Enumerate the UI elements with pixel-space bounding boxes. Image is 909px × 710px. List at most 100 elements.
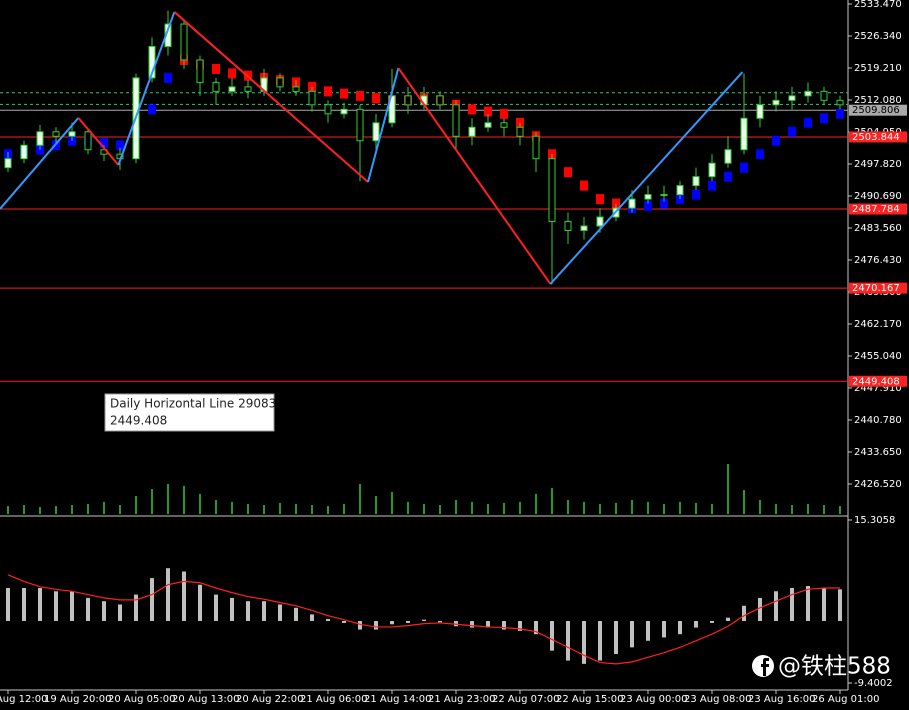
trend-block <box>580 180 588 191</box>
trend-block <box>788 126 796 137</box>
candle-body <box>404 95 412 106</box>
zigzag-segment <box>397 67 552 285</box>
zigzag-segment <box>117 11 176 166</box>
histogram-bar <box>678 620 682 635</box>
y-tick-label: 2476.430 <box>854 255 902 266</box>
candle-body <box>532 135 540 160</box>
zigzag-segment <box>173 11 369 183</box>
candle-body <box>740 117 748 151</box>
level-tag-label: 2503.844 <box>852 132 900 143</box>
histogram-bar <box>822 587 826 621</box>
histogram-bar <box>550 620 554 651</box>
trend-block <box>228 68 236 79</box>
zigzag-segment <box>77 117 120 166</box>
histogram-bar <box>838 589 842 621</box>
candle-body <box>68 131 76 137</box>
tooltip-title: Daily Horizontal Line 29083 <box>110 397 276 411</box>
histogram-bar <box>566 620 570 661</box>
candle-body <box>548 158 556 223</box>
watermark: @铁柱588 <box>752 654 891 680</box>
trend-block <box>772 135 780 146</box>
histogram-bar <box>438 620 442 623</box>
y-tick-label: 2490.690 <box>854 191 902 202</box>
y-tick-label: 2497.820 <box>854 159 902 170</box>
histogram-bar <box>294 607 298 621</box>
y-tick-label: 2447.910 <box>854 383 902 394</box>
histogram-bar <box>150 578 154 621</box>
watermark-text: @铁柱588 <box>778 654 891 680</box>
trend-block <box>500 108 508 119</box>
x-tick-label: 22 Aug 07:00 <box>492 694 559 705</box>
histogram-bar <box>406 620 410 623</box>
trend-block <box>116 140 124 151</box>
zigzag-segment <box>549 71 744 285</box>
candle-body <box>20 144 28 160</box>
level-tag <box>849 282 907 294</box>
candle-body <box>564 221 572 232</box>
trend-block <box>148 104 156 115</box>
histogram-bar <box>262 601 266 621</box>
histogram-bar <box>54 591 58 621</box>
candle-body <box>836 99 844 106</box>
candle-body <box>356 108 364 142</box>
watermark-icon-glyph <box>761 658 769 676</box>
x-tick-label: 21 Aug 06:00 <box>300 694 367 705</box>
histogram-bar <box>742 605 746 621</box>
histogram-bar <box>118 604 122 621</box>
histogram-bar <box>342 620 346 623</box>
histogram-bar <box>374 620 378 630</box>
histogram-bar <box>534 620 538 635</box>
trend-block <box>596 194 604 205</box>
candle-body <box>180 23 188 61</box>
candle-body <box>724 149 732 164</box>
x-tick-label: 23 Aug 16:00 <box>748 694 815 705</box>
candle-body <box>196 59 204 83</box>
trend-block <box>564 167 572 178</box>
histogram-bar <box>134 594 138 621</box>
candle-body <box>84 131 92 151</box>
histogram-bar <box>22 587 26 621</box>
histogram-bar <box>454 620 458 627</box>
level-tag-label: 2509.806 <box>852 105 900 116</box>
tooltip-value: 2449.408 <box>110 414 167 428</box>
y-tick-label: 2483.560 <box>854 223 902 234</box>
trend-block <box>724 171 732 182</box>
x-tick-label: 21 Aug 14:00 <box>364 694 431 705</box>
candle-body <box>372 122 380 142</box>
histogram-bar <box>230 597 234 621</box>
level-tag-label: 2470.167 <box>852 283 900 294</box>
candle-body <box>52 131 60 137</box>
y-tick-label: 2512.080 <box>854 95 902 106</box>
histogram-bar <box>326 619 330 621</box>
y-tick-label: 2426.520 <box>854 479 902 490</box>
zigzag-segment <box>367 67 400 183</box>
level-tag <box>849 203 907 215</box>
candle-body <box>580 225 588 232</box>
trend-block <box>356 90 364 101</box>
histogram-bar <box>486 620 490 628</box>
candle-body <box>692 176 700 187</box>
histogram-bar <box>518 620 522 631</box>
candle-body <box>468 126 476 137</box>
histogram-bar <box>358 620 362 630</box>
candle-body <box>324 104 332 115</box>
candle-body <box>516 126 524 137</box>
candle-body <box>676 185 684 196</box>
y-tick-label: 2433.650 <box>854 447 902 458</box>
histogram-bar <box>38 587 42 621</box>
level-tag <box>849 375 907 387</box>
candle-body <box>596 216 604 227</box>
histogram-bar <box>598 620 602 661</box>
trend-block <box>804 117 812 128</box>
histogram-bar <box>710 620 714 623</box>
trend-block <box>756 149 764 160</box>
trend-block <box>324 86 332 97</box>
y-tick-label: 2440.780 <box>854 415 902 426</box>
histogram-bar <box>726 617 730 621</box>
histogram-bar <box>790 587 794 621</box>
level-tag <box>849 131 907 143</box>
candle-body <box>452 104 460 137</box>
candle-body <box>756 104 764 119</box>
candle-body <box>4 158 12 169</box>
